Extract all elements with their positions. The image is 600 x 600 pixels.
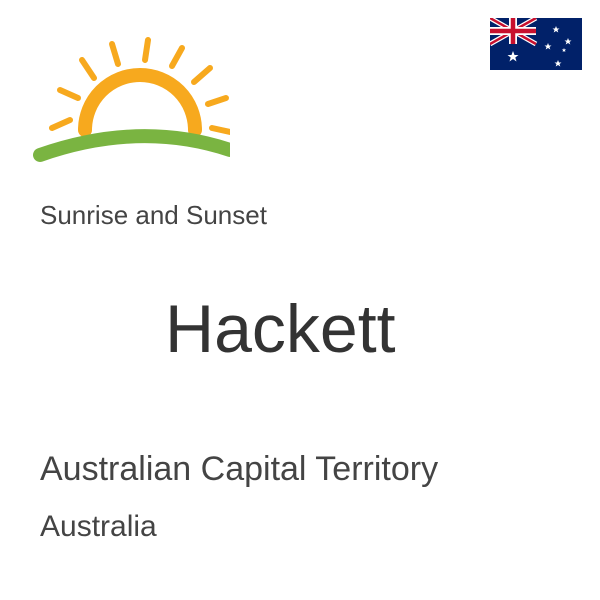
australia-flag-icon (490, 18, 582, 70)
page-subtitle: Sunrise and Sunset (40, 200, 267, 231)
region-label: Australian Capital Territory (40, 450, 438, 489)
city-title: Hackett (165, 290, 396, 368)
sunrise-logo (30, 20, 230, 180)
country-label: Australia (40, 510, 157, 544)
